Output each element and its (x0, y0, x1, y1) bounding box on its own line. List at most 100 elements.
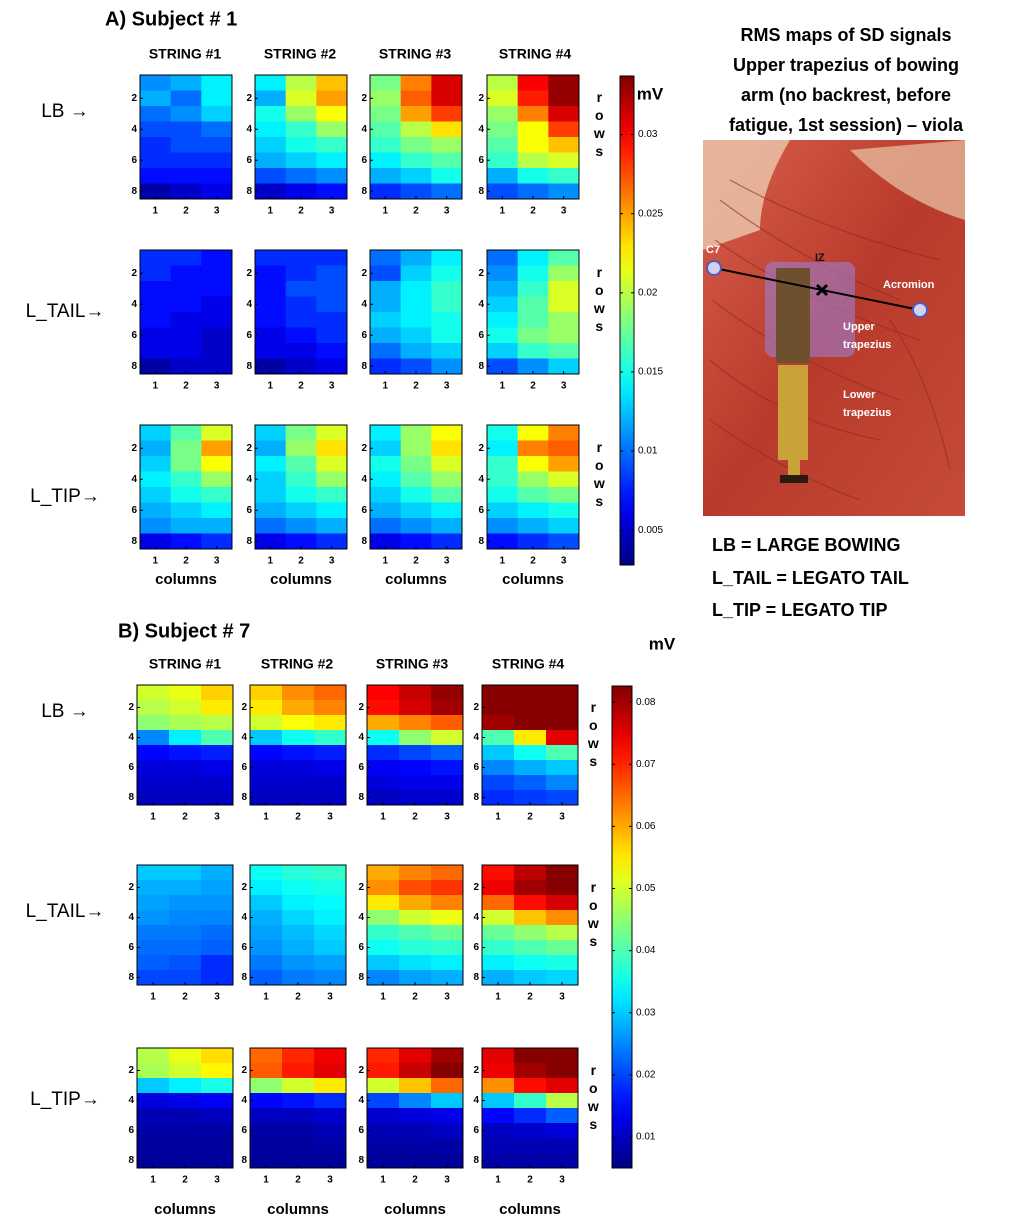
heatmap-cell (169, 1153, 202, 1169)
row-tick-label: 2 (478, 268, 484, 279)
heatmap-cell (170, 533, 202, 550)
heatmap-cell (201, 940, 234, 956)
heatmap-cell (431, 137, 463, 153)
heatmap-cell (250, 970, 283, 986)
heatmap-cell (400, 250, 432, 266)
row-tick-label: 8 (131, 186, 137, 197)
heatmap-cell (250, 895, 283, 911)
colorbar-label: mV (637, 84, 664, 103)
colorbar-tick-label: 0.01 (636, 1132, 656, 1143)
row-tick-label: 6 (361, 155, 367, 166)
heatmap-cell (137, 1108, 170, 1124)
heatmap-cell (367, 955, 400, 971)
heatmap-cell (282, 760, 315, 776)
heatmap-cell (170, 440, 202, 457)
heatmap-cell (201, 296, 233, 313)
col-tick-label: 3 (329, 206, 335, 217)
heatmap-cell (250, 1078, 283, 1094)
heatmap-cell (400, 106, 432, 122)
heatmap-cell (255, 343, 287, 359)
heatmap-cell (367, 1123, 400, 1139)
heatmap-cell (255, 502, 287, 519)
heatmap-cell (548, 533, 580, 550)
heatmap-cell (548, 250, 580, 266)
row-tick-label: 2 (361, 443, 367, 454)
condition-label: L_TAIL→ (26, 301, 105, 322)
heatmap-cell (482, 700, 515, 716)
row-axis-label: rows (585, 879, 601, 951)
heatmap-cell (316, 152, 348, 169)
column-header: STRING #4 (499, 46, 572, 62)
heatmap-cell (399, 880, 432, 896)
heatmap-cell (517, 106, 549, 122)
col-tick-label: 3 (561, 206, 567, 217)
heatmap-cell (514, 1123, 547, 1139)
col-tick-label: 1 (383, 381, 389, 392)
heatmap-cell (314, 1123, 347, 1139)
row-tick-label: 8 (361, 186, 367, 197)
heatmap-cell (316, 137, 348, 153)
row-axis-label: rows (591, 89, 607, 161)
heatmap-cell (201, 1108, 234, 1124)
row-tick-label: 2 (473, 1065, 479, 1076)
col-tick-label: 3 (559, 812, 565, 823)
heatmap-cell (431, 296, 463, 313)
heatmap-cell (170, 106, 202, 122)
heatmap-cell (140, 265, 172, 282)
heatmap-cell (137, 1078, 170, 1094)
heatmap-cell (316, 456, 348, 472)
row-tick-label: 6 (358, 762, 364, 773)
heatmap-cell (140, 312, 172, 328)
heatmap-cell (400, 281, 432, 297)
heatmap-cell (314, 970, 347, 986)
heatmap-cell (431, 425, 463, 441)
heatmap-cell (137, 955, 170, 971)
heatmap-cell (250, 700, 283, 716)
heatmap-cell (137, 940, 170, 956)
heatmap-cell (314, 895, 347, 911)
row-tick-label: 4 (478, 299, 484, 310)
heatmap-cell (285, 456, 317, 472)
row-tick-label: 6 (131, 155, 137, 166)
heatmap-cell (514, 910, 547, 926)
heatmap-cell (514, 790, 547, 806)
heatmap-cell (514, 1048, 547, 1064)
heatmap-cell (482, 1063, 515, 1079)
heatmap-cell (201, 925, 234, 941)
heatmap-cell (137, 685, 170, 701)
heatmap-cell (431, 715, 464, 731)
heatmap-cell (546, 1078, 579, 1094)
col-tick-label: 2 (183, 556, 189, 567)
col-axis-label: columns (155, 571, 217, 588)
heatmap-cell (201, 471, 233, 488)
heatmap-cell (285, 152, 317, 169)
heatmap-cell (431, 1153, 464, 1169)
heatmap-cell (201, 265, 233, 282)
heatmap-cell (316, 106, 348, 122)
heatmap-cell (517, 152, 549, 169)
heatmap-cell (546, 1063, 579, 1079)
heatmap-cell (255, 518, 287, 534)
row-tick-label: 6 (246, 330, 252, 341)
heatmap-cell (137, 895, 170, 911)
heatmap-cell (201, 895, 234, 911)
heatmap-cell (140, 440, 172, 457)
heatmap-cell (201, 137, 233, 153)
heatmap-cell (546, 715, 579, 731)
row-tick-label: 8 (131, 536, 137, 547)
heatmap-cell (314, 1093, 347, 1109)
heatmap-cell (137, 700, 170, 716)
row-tick-label: 6 (246, 155, 252, 166)
heatmap-cell (514, 880, 547, 896)
row-tick-label: 6 (246, 505, 252, 516)
heatmap-cell (282, 1123, 315, 1139)
heatmap-cell (316, 265, 348, 282)
heatmap-cell (316, 487, 348, 503)
heatmap-cell (517, 296, 549, 313)
heatmap-cell (514, 730, 547, 746)
row-tick-label: 8 (361, 361, 367, 372)
anatomy-label: C7 (706, 244, 720, 256)
heatmap-cell (399, 1123, 432, 1139)
col-tick-label: 2 (527, 812, 533, 823)
heatmap-cell (170, 121, 202, 138)
